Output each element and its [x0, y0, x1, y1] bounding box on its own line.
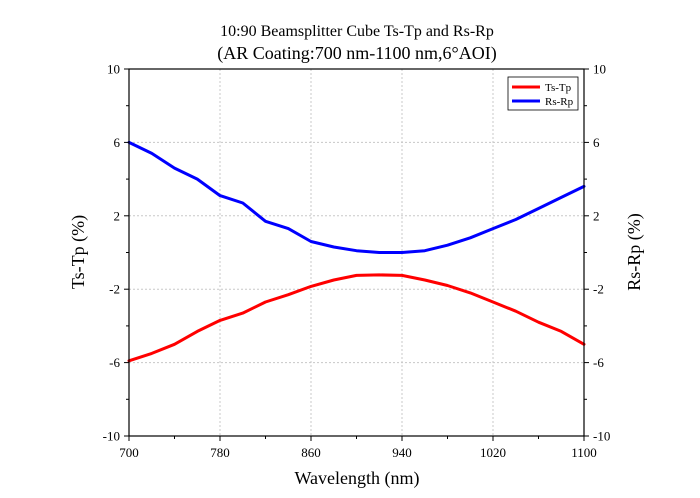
y-axis-right-label: Rs-Rp (%)	[624, 213, 645, 291]
x-tick-label: 1100	[571, 445, 597, 460]
legend-box	[507, 76, 579, 111]
legend-label-rs-rp: Rs-Rp	[545, 96, 574, 108]
y-left-tick-label: -10	[103, 429, 120, 444]
y-left-tick-label: -2	[109, 282, 120, 297]
series-line-rs-rp	[127, 140, 586, 254]
chart-subtitle: (AR Coating:700 nm-1100 nm,6°AOI)	[217, 43, 497, 64]
y-left-tick-label: 10	[107, 62, 120, 77]
y-left-tick-label: 6	[114, 135, 121, 150]
x-axis-label: Wavelength (nm)	[294, 468, 419, 489]
axes: 700 780 860 940 1020 1100-10 -10-6 -6-2 -22 26 610…	[103, 62, 611, 461]
series-layer	[127, 140, 586, 363]
x-tick-label: 940	[392, 445, 412, 460]
chart-title: 10:90 Beamsplitter Cube Ts-Tp and Rs-Rp	[220, 23, 494, 40]
legend: Ts-Tp Rs-Rp	[507, 76, 579, 111]
y-left-tick-label: 2	[114, 208, 121, 223]
y-right-tick-label: -6	[593, 355, 604, 370]
x-tick-label: 780	[210, 445, 230, 460]
y-right-tick-label: 10	[593, 62, 606, 77]
x-tick-label: 700	[119, 445, 139, 460]
plot-frame	[128, 68, 585, 437]
x-tick-label: 1020	[480, 445, 506, 460]
y-left-tick-label: -6	[109, 355, 120, 370]
y-right-tick-label: -10	[593, 429, 610, 444]
x-tick-label: 860	[301, 445, 321, 460]
y-right-tick-label: 6	[593, 135, 600, 150]
y-right-tick-label: -2	[593, 282, 604, 297]
y-axis-left-label: Ts-Tp (%)	[68, 215, 89, 289]
y-right-tick-label: 2	[593, 208, 600, 223]
grid	[129, 69, 584, 436]
legend-label-ts-tp: Ts-Tp	[545, 82, 572, 94]
series-line-ts-tp	[127, 273, 586, 363]
